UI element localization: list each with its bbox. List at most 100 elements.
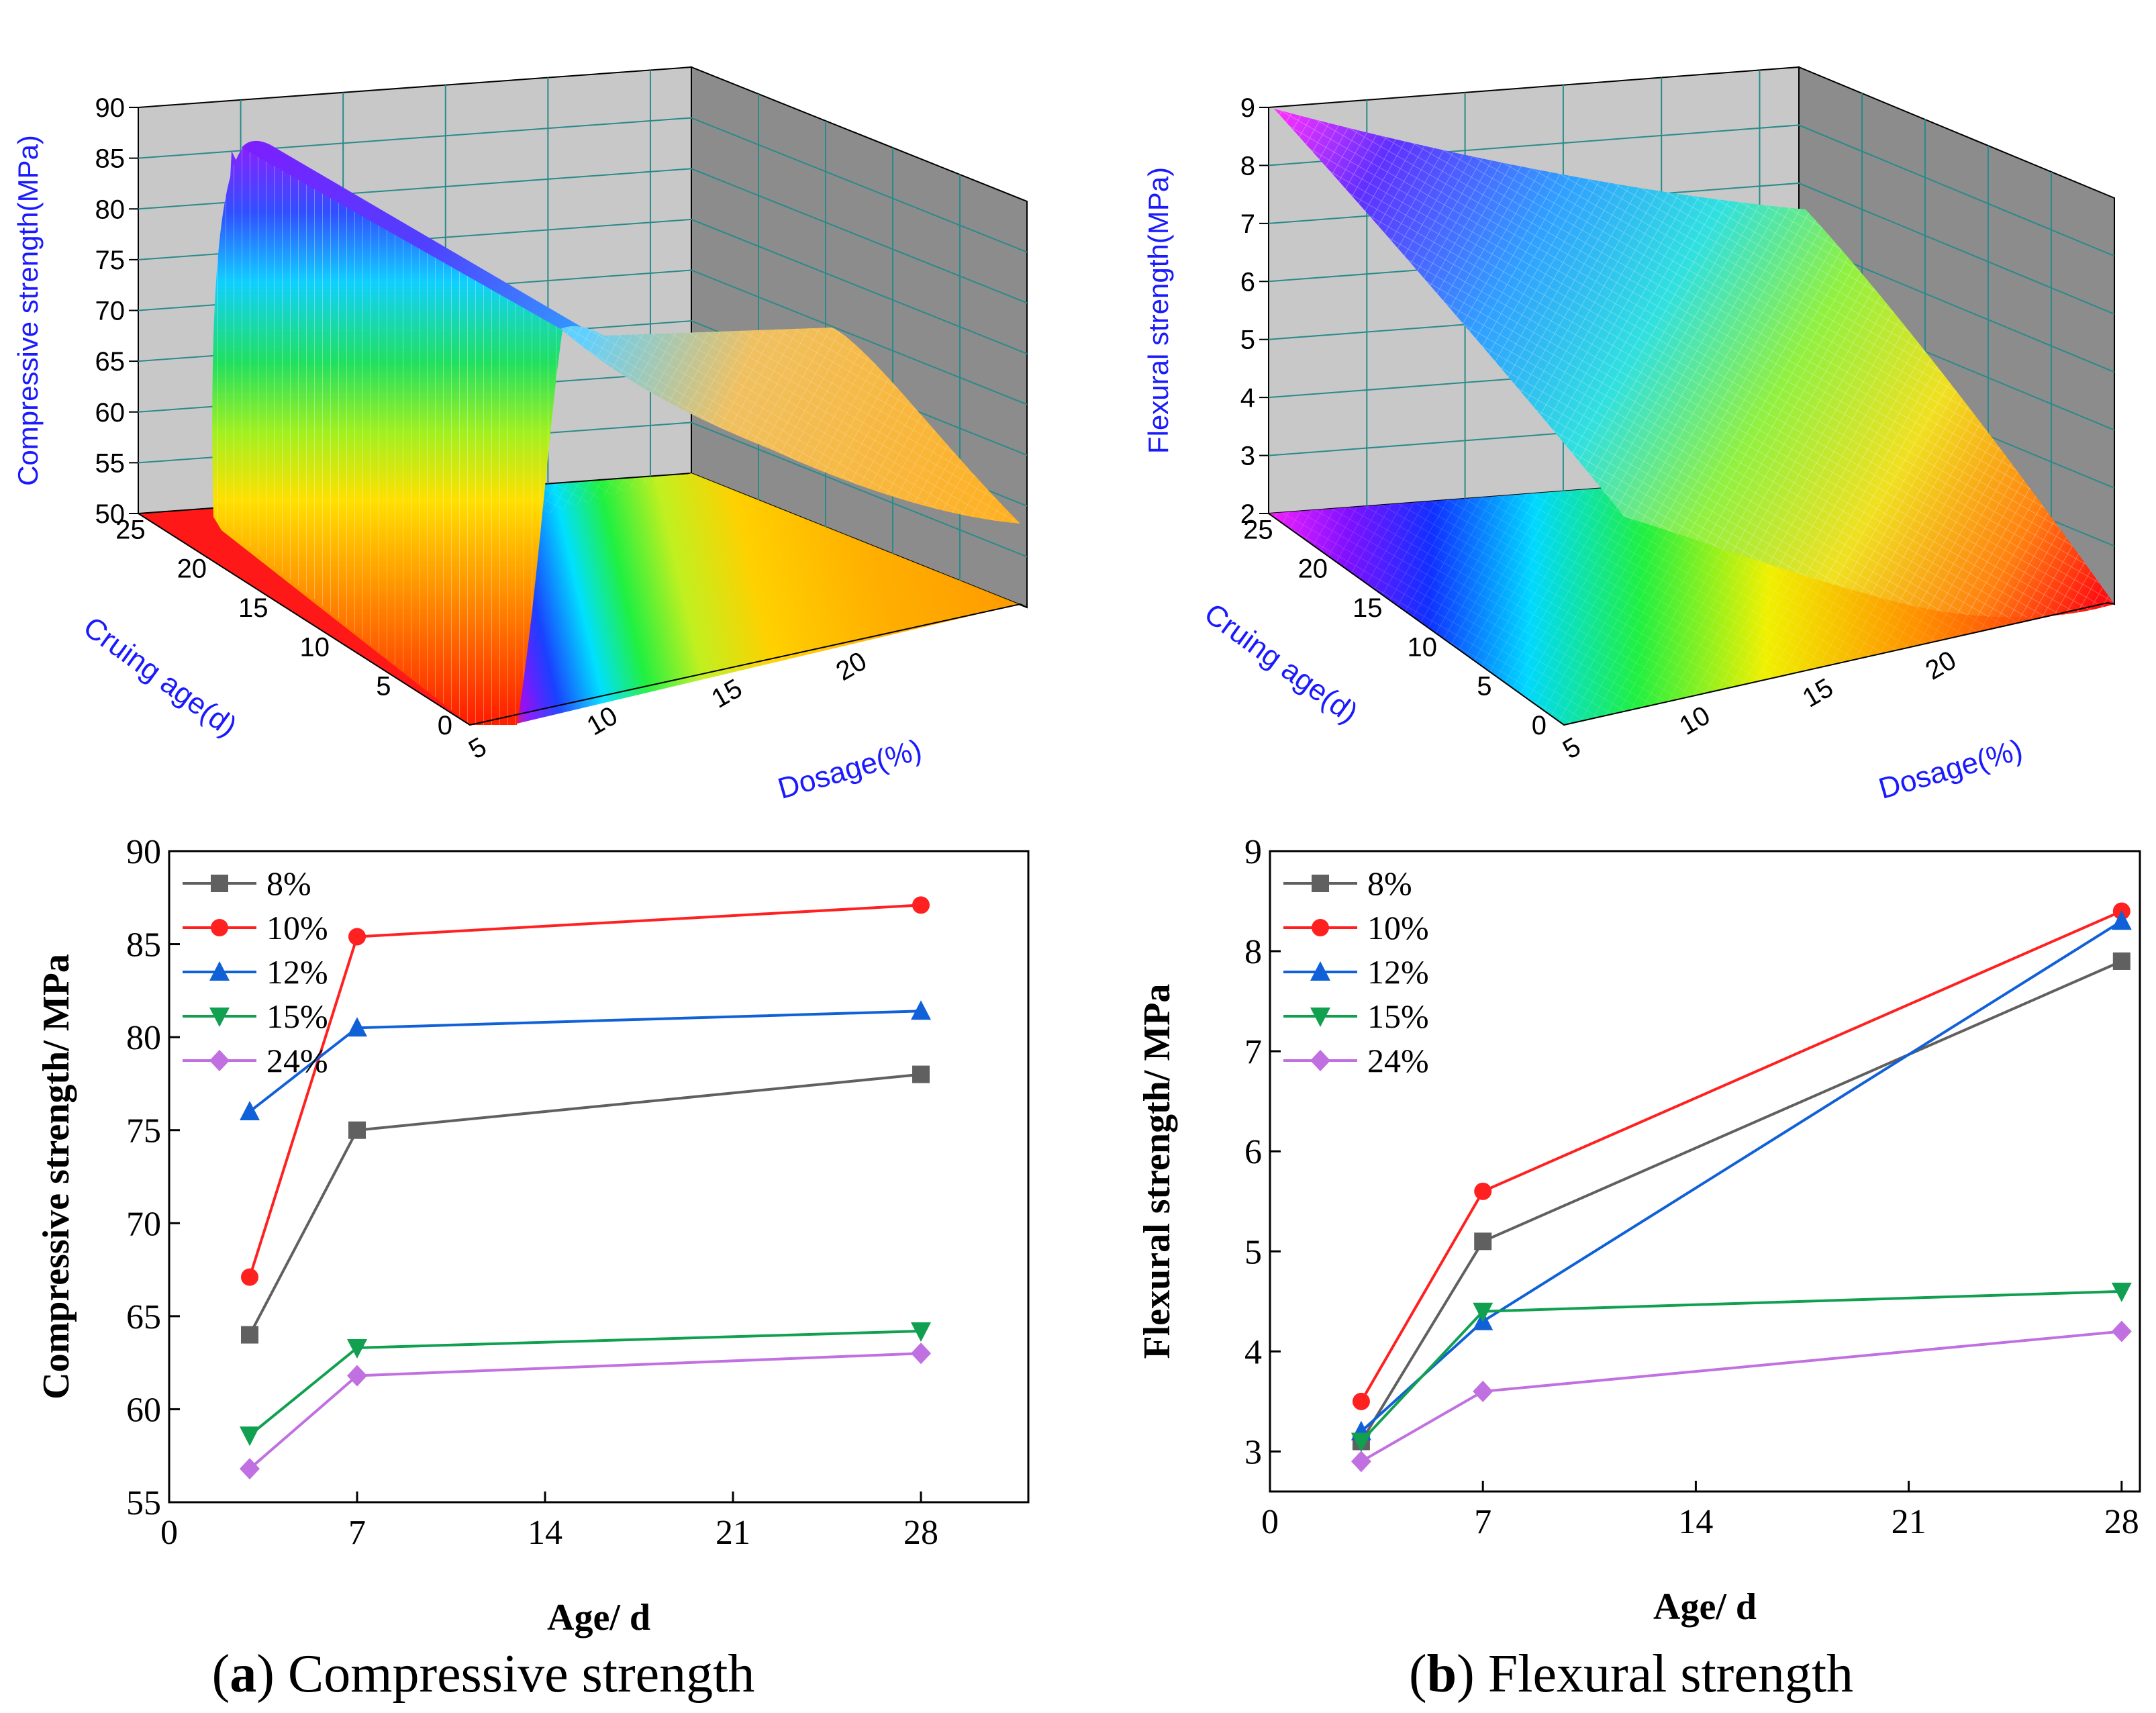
b2d-data-point [1473,1380,1493,1402]
a3d-z-tick-label: 55 [95,448,126,478]
a2d-data-point [347,1017,367,1037]
a3d-ridge-top [242,140,591,336]
b3d-z-tick-label: 5 [1240,326,1255,355]
a3d-x-tick-label: 20 [831,646,872,687]
caption-a: (a) Compressive strength [212,1645,755,1704]
a2d-data-point [240,1101,260,1120]
a3d-wall-gridline [138,117,1028,253]
b3d-surface-mesh [1274,109,2114,618]
a2d-data-point [348,1121,366,1139]
b2d-legend-marker [1312,919,1329,936]
b2d-legend-label: 12% [1367,953,1429,991]
a3d-y-tick-label: 0 [438,711,452,740]
b2d-data-point [1351,1432,1371,1453]
b2d-data-point [1474,1232,1492,1251]
b2d-data-point [1351,1451,1371,1473]
b2d-x-tick-label: 28 [2104,1503,2139,1541]
b3d-z-tick-label: 3 [1240,442,1255,471]
b2d-y-tick-label: 5 [1244,1233,1262,1271]
b2d-legend-label: 24% [1367,1042,1429,1079]
b3d-x-tick-label: 20 [1920,645,1961,685]
b2d-y-tick-label: 6 [1244,1133,1262,1171]
b3d-z-tick-label: 6 [1240,267,1255,297]
b3d-x-axis-title: Dosage(%) [1875,733,2026,805]
caption-b: (b) Flexural strength [1409,1645,1853,1704]
a3d-x-axis-title: Dosage(%) [774,733,925,805]
a3d-z-tick-label: 65 [95,347,126,377]
a2d-legend-label: 12% [266,953,328,991]
a2d-y-tick-label: 55 [126,1484,161,1522]
b2d-data-point [2112,952,2130,970]
a2d-legend-label: 8% [266,865,311,902]
b3d-z-tick-label: 2 [1240,499,1255,529]
b2d-y-axis-title: Flexural strength/ MPa [1136,984,1178,1359]
b3d-x-tick-label: 15 [1798,673,1839,713]
a2d-data-point [911,1342,931,1365]
b3d-y-tick-label: 15 [1353,593,1383,623]
a2d-y-tick-label: 85 [126,926,161,965]
a2d-data-point [240,1458,260,1480]
a3d-z-tick-label: 80 [95,195,126,224]
a2d-data-point [912,1065,930,1083]
a3d-x-tick-label: 10 [582,701,623,741]
b2d-legend-marker [1312,875,1329,892]
a2d-legend-label: 10% [266,909,328,946]
b3d-y-tick-label: 0 [1532,711,1547,740]
b3d-z-tick-label: 8 [1240,151,1255,181]
a2d-data-point [912,896,930,914]
a2d-y-tick-label: 90 [126,833,161,871]
b2d-data-point [1352,1392,1370,1410]
a3d-plateau-mesh [560,326,1020,524]
a2d-x-tick-label: 0 [160,1514,178,1552]
b2d-y-tick-label: 3 [1244,1433,1262,1471]
a2d-y-tick-label: 65 [126,1298,161,1336]
b2d-y-tick-label: 9 [1244,833,1262,871]
b2d-data-point [2111,1320,2132,1342]
b3d-y-tick-label: 5 [1477,672,1491,701]
b2d-x-tick-label: 14 [1678,1503,1713,1541]
a2d-y-tick-label: 75 [126,1112,161,1151]
b3d-floor-edge [1268,513,2115,726]
b3d-z-tick-label: 9 [1240,93,1255,123]
a2d-plot-frame [168,850,1030,1504]
a2d-data-point [241,1268,258,1286]
a3d-y-tick-label: 5 [376,672,391,701]
a3d-y-tick-label: 20 [177,554,207,584]
a3d-z-tick-label: 85 [95,144,126,174]
a2d-x-tick-label: 28 [903,1514,938,1552]
b2d-legend-label: 15% [1367,997,1429,1035]
a3d-ridge-mesh [212,142,564,725]
a2d-x-axis-title: Age/ d [547,1597,650,1638]
b2d-y-tick-label: 7 [1244,1033,1262,1071]
b2d-x-tick-label: 7 [1474,1503,1491,1541]
b3d-y-tick-label: 25 [1243,515,1273,544]
a2d-legend-marker [209,961,230,981]
b2d-data-point [2111,1282,2132,1302]
b3d-x-tick-label: 10 [1675,701,1716,741]
a2d-legend-marker [211,875,228,892]
a2d-data-point [347,1339,367,1359]
b2d-y-tick-label: 8 [1244,933,1262,971]
flexural-line-chart: 0 7 14 21 28 3 4 5 6 7 8 9 Age/ d Flexural strength/ … [1136,833,2141,1628]
a3d-floor-front [517,473,1027,724]
a2d-x-tick-label: 7 [348,1514,366,1552]
b3d-y-tick-label: 10 [1408,632,1438,662]
a2d-legend-marker [209,1050,230,1071]
a2d-data-point [347,1365,367,1387]
a2d-x-tick-label: 14 [528,1514,562,1552]
a2d-x-tick-label: 21 [716,1514,750,1552]
compressive-line-chart: 0 7 14 21 28 55 60 65 70 75 80 85 90 Age/ d Compressiv… [36,833,1030,1638]
a2d-legend-marker [211,919,228,936]
b2d-legend-marker [1310,1008,1330,1027]
b3d-z-axis-title: Flexural strength(MPa) [1142,167,1174,454]
a3d-x-tick-label: 15 [707,673,748,714]
b2d-legend-marker [1310,961,1330,981]
b2d-x-tick-label: 0 [1261,1503,1279,1541]
a3d-y-axis-title: Cruing age(d) [77,610,242,743]
a3d-floor-edge [138,513,1028,726]
a2d-legend-label: 24% [266,1042,328,1079]
b3d-y-axis-title: Cruing age(d) [1198,597,1363,730]
